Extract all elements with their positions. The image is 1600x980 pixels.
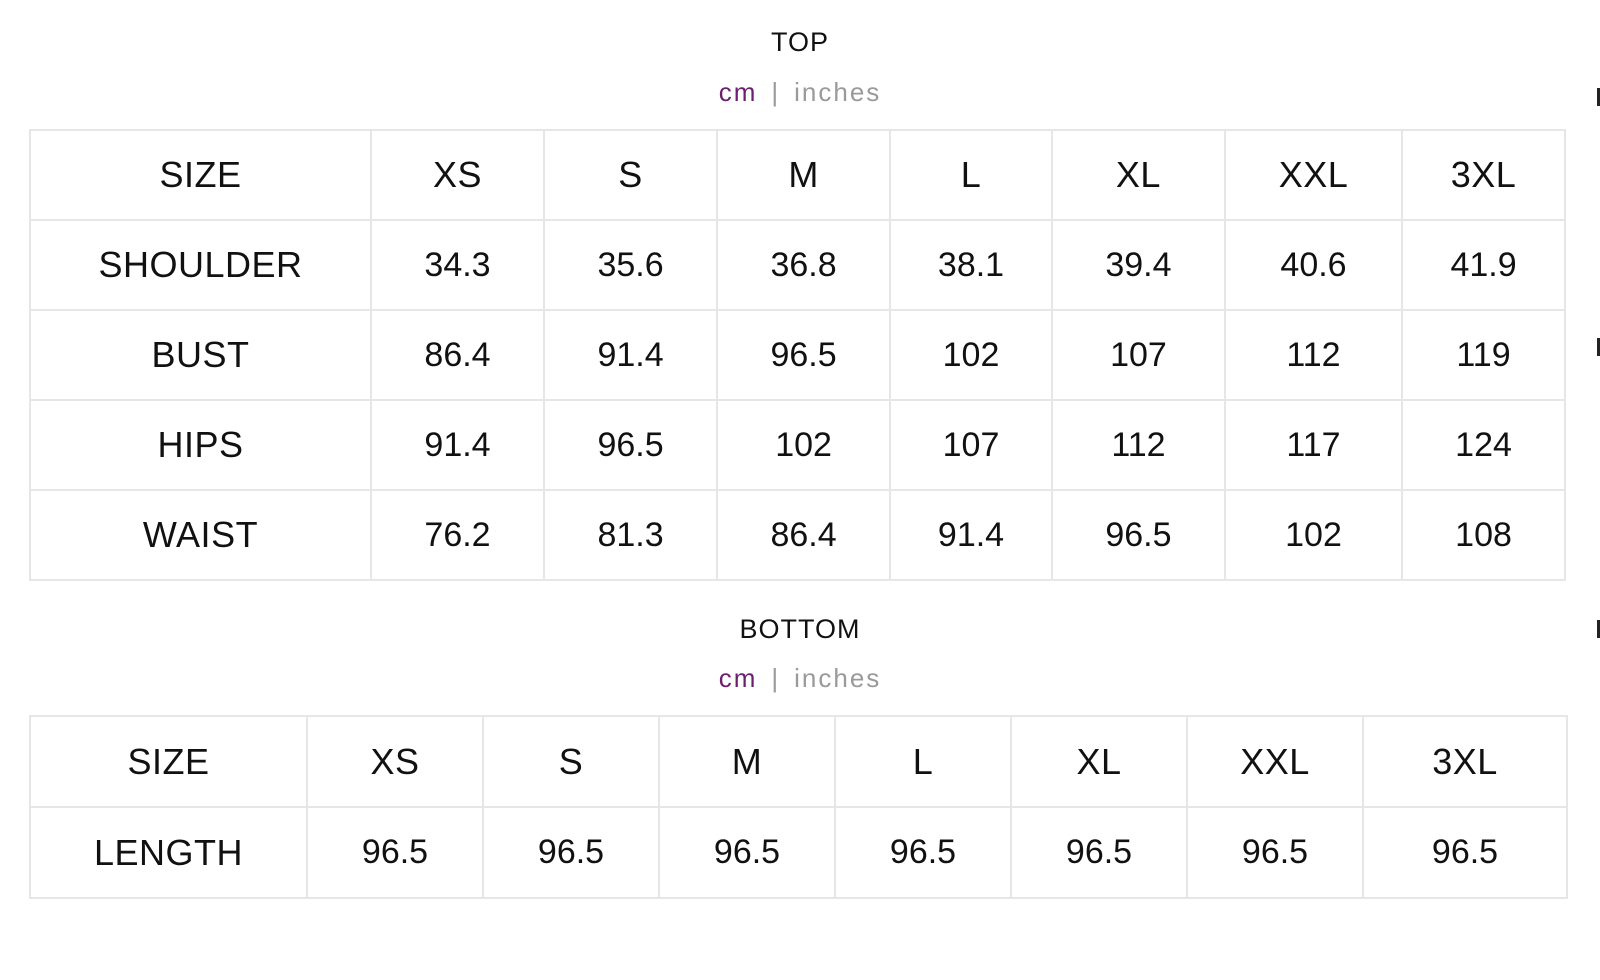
table-cell: 38.1 [889,219,1053,311]
table-cell: 117 [1223,399,1404,491]
scrollbar-track[interactable] [1596,0,1600,980]
table-row: SHOULDER 34.3 35.6 36.8 38.1 39.4 40.6 4… [29,219,1566,311]
header-cell-l: L [834,715,1012,808]
table-cell: 102 [889,309,1053,401]
row-label-hips: HIPS [29,399,372,491]
top-unit-cm-link[interactable]: cm [718,77,758,107]
top-unit-inches-link[interactable]: inches [794,77,882,107]
table-cell: 96.5 [716,309,892,401]
top-unit-toggle: cm | inches [0,77,1600,108]
table-cell: 91.4 [543,309,719,401]
row-label-length: LENGTH [29,806,308,899]
table-cell: 41.9 [1401,219,1566,311]
row-label-bust: BUST [29,309,372,401]
table-cell: 91.4 [889,489,1053,581]
table-cell: 112 [1050,399,1226,491]
header-cell-s: S [482,715,660,808]
table-row: BUST 86.4 91.4 96.5 102 107 112 119 [29,309,1566,401]
table-row: HIPS 91.4 96.5 102 107 112 117 124 [29,399,1566,491]
table-header-row: SIZE XS S M L XL XXL 3XL [29,129,1566,221]
table-header-row: SIZE XS S M L XL XXL 3XL [29,715,1568,808]
top-unit-separator: | [771,77,781,107]
top-section-title: TOP [770,27,829,57]
scrollbar-tick [1597,620,1600,638]
header-cell-3xl: 3XL [1362,715,1568,808]
table-cell: 96.5 [306,806,484,899]
table-cell: 36.8 [716,219,892,311]
table-cell: 86.4 [716,489,892,581]
table-cell: 96.5 [1186,806,1364,899]
table-cell: 107 [1050,309,1226,401]
row-label-waist: WAIST [29,489,372,581]
header-cell-xl: XL [1050,129,1226,221]
scrollbar-tick [1597,338,1600,356]
header-cell-m: M [658,715,836,808]
table-row: LENGTH 96.5 96.5 96.5 96.5 96.5 96.5 96.… [29,806,1568,899]
bottom-section-title: BOTTOM [739,614,861,644]
table-cell: 81.3 [543,489,719,581]
table-cell: 40.6 [1223,219,1404,311]
table-cell: 91.4 [369,399,546,491]
table-cell: 102 [716,399,892,491]
top-size-table: SIZE XS S M L XL XXL 3XL SHOULDER 34.3 3… [29,129,1566,581]
header-cell-xxl: XXL [1186,715,1364,808]
table-cell: 96.5 [1362,806,1568,899]
table-cell: 96.5 [834,806,1012,899]
scrollbar-tick [1597,88,1600,106]
header-cell-m: M [716,129,892,221]
header-cell-xl: XL [1010,715,1188,808]
table-cell: 34.3 [369,219,546,311]
table-cell: 107 [889,399,1053,491]
header-cell-s: S [543,129,719,221]
bottom-size-table: SIZE XS S M L XL XXL 3XL LENGTH 96.5 96.… [29,715,1568,899]
table-cell: 86.4 [369,309,546,401]
bottom-unit-cm-link[interactable]: cm [718,663,758,693]
bottom-unit-separator: | [771,663,781,693]
table-cell: 119 [1401,309,1566,401]
header-cell-size: SIZE [29,129,372,221]
header-cell-xxl: XXL [1223,129,1404,221]
header-cell-size: SIZE [29,715,308,808]
table-cell: 96.5 [658,806,836,899]
table-cell: 39.4 [1050,219,1226,311]
header-cell-l: L [889,129,1053,221]
table-cell: 96.5 [1010,806,1188,899]
bottom-unit-inches-link[interactable]: inches [794,663,882,693]
row-label-shoulder: SHOULDER [29,219,372,311]
table-cell: 96.5 [482,806,660,899]
header-cell-xs: XS [369,129,546,221]
table-cell: 76.2 [369,489,546,581]
table-cell: 96.5 [543,399,719,491]
table-cell: 124 [1401,399,1566,491]
table-cell: 35.6 [543,219,719,311]
table-cell: 108 [1401,489,1566,581]
table-row: WAIST 76.2 81.3 86.4 91.4 96.5 102 108 [29,489,1566,581]
table-cell: 112 [1223,309,1404,401]
table-cell: 96.5 [1050,489,1226,581]
header-cell-3xl: 3XL [1401,129,1566,221]
table-cell: 102 [1223,489,1404,581]
bottom-unit-toggle: cm | inches [0,663,1600,694]
header-cell-xs: XS [306,715,484,808]
